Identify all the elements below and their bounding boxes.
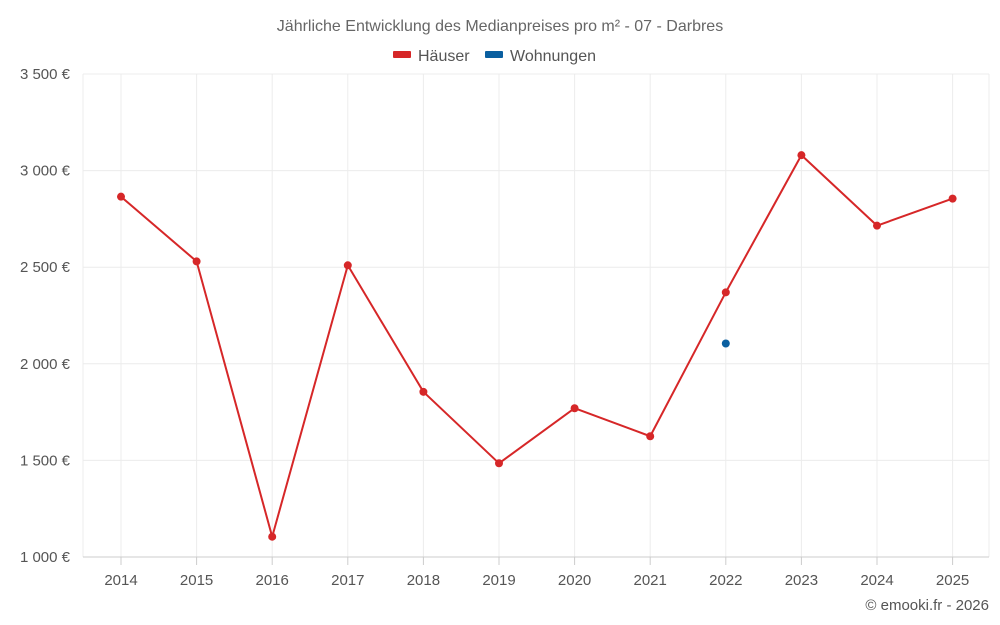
data-point[interactable]	[117, 192, 125, 201]
x-tick-label: 2014	[104, 572, 137, 589]
y-tick-label: 2 500 €	[20, 259, 71, 276]
data-point[interactable]	[646, 432, 655, 441]
data-point[interactable]	[192, 257, 201, 266]
series-haeuser	[117, 151, 957, 541]
series	[117, 151, 957, 541]
legend-swatch-wohnungen[interactable]	[485, 51, 503, 58]
credit-text: © emooki.fr - 2026	[865, 597, 989, 614]
data-point[interactable]	[721, 288, 730, 297]
x-tick-label: 2024	[860, 572, 893, 589]
legend-swatch-haeuser[interactable]	[393, 51, 411, 58]
legend: Häuser Wohnungen	[393, 48, 596, 65]
y-tick-label: 1 500 €	[20, 452, 71, 469]
data-point[interactable]	[873, 221, 881, 230]
data-point[interactable]	[419, 387, 428, 396]
series-line	[120, 154, 953, 538]
data-point[interactable]	[268, 532, 277, 541]
x-tick-label: 2023	[785, 572, 818, 589]
data-point[interactable]	[797, 151, 806, 160]
x-tick-label: 2017	[331, 572, 364, 589]
y-tick-label: 2 000 €	[20, 356, 71, 373]
legend-label-haeuser[interactable]: Häuser	[418, 48, 470, 65]
data-point[interactable]	[948, 194, 957, 203]
data-point[interactable]	[721, 339, 730, 348]
x-tick-label: 2022	[709, 572, 742, 589]
x-tick-label: 2019	[482, 572, 515, 589]
x-tick-label: 2020	[558, 572, 591, 589]
y-tick-label: 3 000 €	[20, 163, 71, 180]
data-point[interactable]	[495, 459, 503, 468]
x-tick-label: 2016	[256, 572, 289, 589]
x-tick-label: 2025	[936, 572, 969, 589]
x-tick-label: 2018	[407, 572, 440, 589]
y-tick-label: 3 500 €	[20, 66, 71, 83]
grid	[82, 73, 990, 557]
axes: 1 000 € 1 500 € 2 000 € 2 500 € 3 000 € 3 500…	[20, 66, 989, 589]
legend-label-wohnungen[interactable]: Wohnungen	[510, 48, 596, 65]
data-point[interactable]	[343, 261, 352, 270]
x-tick-label: 2015	[180, 572, 213, 589]
x-tick-label: 2021	[634, 572, 667, 589]
y-tick-label: 1 000 €	[20, 549, 71, 566]
series-wohnungen	[721, 339, 730, 348]
data-point[interactable]	[570, 404, 579, 413]
chart-title: Jährliche Entwicklung des Medianpreises …	[277, 18, 723, 35]
